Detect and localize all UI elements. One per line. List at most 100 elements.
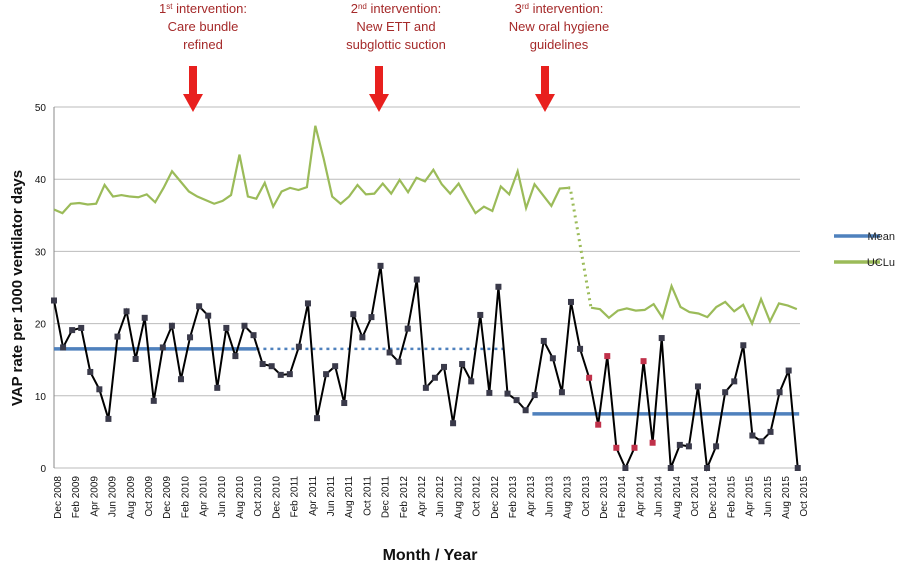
vap-rate-line [53,265,799,472]
x-tick-label: Dec 2012 [490,476,501,519]
x-tick-label: Jun 2013 [544,476,555,518]
legend: Mean UCLu [834,231,895,269]
vap-point [332,363,339,370]
vap-point [87,368,94,375]
vap-point [622,465,629,471]
x-tick-label: Apr 2009 [89,476,100,517]
vap-point [450,420,457,427]
vap-point [69,327,76,334]
y-tick-label: 20 [35,320,47,331]
x-tick-label: Oct 2014 [690,476,701,517]
x-tick-label: Jun 2014 [654,476,665,518]
x-tick-label: Oct 2013 [581,476,592,517]
vap-point [468,378,475,385]
x-tick-label: Aug 2013 [563,476,574,519]
x-tick-label: Jun 2012 [435,476,446,518]
annotation-intervention3: 3rd intervention: New oral hygiene guideli… [509,1,609,112]
x-tick-label: Jun 2009 [108,476,119,518]
x-axis-title: Month / Year [383,547,478,564]
x-tick-label: Dec 2013 [599,476,610,519]
vap-point [250,332,257,339]
y-tick-label: 0 [40,464,46,475]
x-tick-label: Oct 2015 [799,476,810,517]
vap-point [441,363,448,370]
x-tick-label: Feb 2010 [180,476,191,519]
annotation-line: Care bundle [168,19,239,34]
uclu-dotted-segment [568,186,593,308]
x-tick-label: Feb 2012 [399,476,410,519]
vap-point [404,325,411,332]
vap-point [794,465,801,471]
vap-point [259,361,266,368]
y-axis-title: VAP rate per 1000 ventilator days [9,170,26,406]
annotation-line: 3rd intervention: [515,1,604,16]
x-tick-label: Dec 2008 [53,476,64,519]
x-tick-label: Apr 2010 [199,476,210,517]
vap-point [685,443,692,450]
vap-point [187,334,194,341]
x-tick-label: Aug 2014 [672,476,683,519]
vap-point [214,384,221,391]
vap-point [658,335,665,342]
x-tick-label: Apr 2015 [745,476,756,517]
x-tick-label: Aug 2015 [781,476,792,519]
vap-point [60,344,67,351]
annotation-line: subglottic suction [346,37,446,52]
vap-point [368,314,375,321]
vap-point [767,428,774,435]
vap-point [196,303,203,310]
vap-point [105,415,112,422]
y-tick-label: 10 [35,392,47,403]
x-tick-label: Apr 2014 [635,476,646,517]
annotation-line: refined [183,37,223,52]
vap-point [386,349,393,356]
vap-point [304,300,311,307]
vap-point [413,276,420,283]
vap-point [459,361,466,368]
vap-point [150,397,157,404]
vap-point [350,311,357,318]
x-tick-label: Jun 2015 [763,476,774,518]
vap-point [776,389,783,396]
vap-point [78,324,85,331]
x-tick-label: Jun 2011 [326,476,337,517]
vap-point [740,342,747,349]
vap-point [722,389,729,396]
x-tick-label: Feb 2014 [617,476,628,519]
vap-point [567,298,574,305]
vap-point [577,345,584,352]
x-tick-label: Oct 2012 [472,476,483,517]
vap-point [314,415,321,422]
vap-point [613,444,620,451]
annotation-intervention1: 1st intervention: Care bundle refined [159,1,247,112]
vap-point [676,441,683,448]
vap-point [604,353,611,360]
x-tick-label: Apr 2011 [308,476,319,516]
vap-point [649,439,656,446]
vap-point [731,378,738,385]
vap-point [667,465,674,471]
vap-point [749,432,756,439]
uclu-line [53,125,569,215]
vap-point [713,443,720,450]
vap-point [341,400,348,407]
vap-point [513,397,520,404]
vap-point [477,311,484,318]
vap-point [51,297,57,304]
x-tick-label: Jun 2010 [217,476,228,518]
vap-point [168,322,175,329]
x-tick-label: Oct 2011 [362,476,373,516]
legend-label-mean: Mean [867,231,895,243]
x-tick-label: Aug 2012 [453,476,464,519]
x-tick-label: Aug 2011 [344,476,355,519]
vap-points [51,262,801,471]
vap-point [395,358,402,365]
vap-point [241,322,248,329]
annotation-line: guidelines [530,37,589,52]
vap-point [522,407,529,414]
legend-label-uclu: UCLu [867,257,895,269]
vap-point [431,374,438,381]
vap-point [495,283,502,290]
x-tick-label: Aug 2009 [126,476,137,519]
vap-point [132,355,139,362]
